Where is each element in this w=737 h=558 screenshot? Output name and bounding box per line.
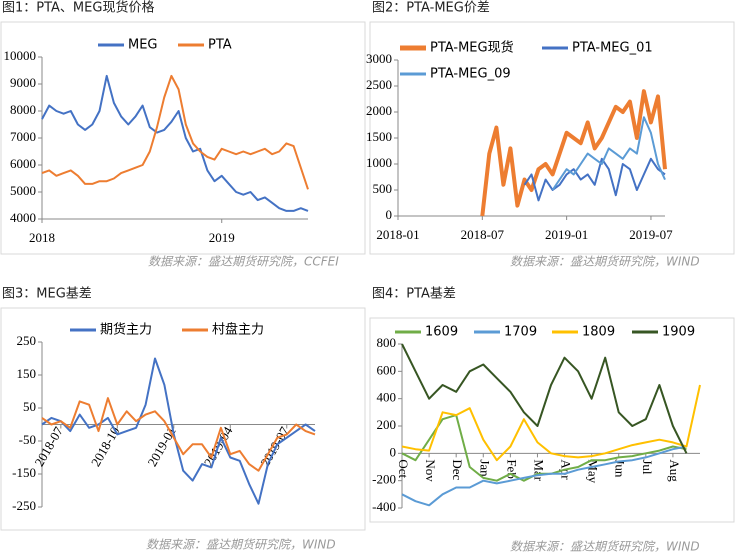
x-tick-label: 2019-07 — [629, 227, 673, 242]
x-tick-label: Jun — [613, 459, 628, 478]
y-tick-label: 6000 — [10, 156, 36, 171]
legend-label: 1809 — [582, 325, 615, 340]
x-tick-label: Oct — [396, 459, 411, 478]
source-note: 数据来源：盛达期货研究院，WIND — [510, 255, 700, 269]
y-tick-label: 2500 — [366, 77, 392, 92]
y-tick-label: -400 — [372, 499, 396, 514]
series-line — [551, 116, 666, 191]
source-note: 数据来源：盛达期货研究院，CCFEI — [148, 255, 339, 269]
chart-title: 图1：PTA、MEG现货价格 — [2, 0, 154, 16]
legend-label: MEG — [128, 38, 158, 53]
y-tick-label: -200 — [372, 472, 396, 487]
y-tick-label: 9000 — [10, 75, 36, 90]
y-tick-label: 10000 — [4, 48, 37, 63]
y-tick-label: 0 — [390, 444, 397, 459]
legend-label: PTA-MEG_01 — [572, 41, 653, 56]
y-tick-label: 400 — [377, 390, 397, 405]
y-tick-label: 7000 — [10, 129, 36, 144]
x-tick-label: Mar — [531, 459, 546, 481]
panel-frame — [0, 21, 366, 255]
panel-frame — [369, 21, 735, 255]
y-tick-label: 500 — [373, 181, 393, 196]
source-note: 数据来源：盛达期货研究院，WIND — [146, 538, 336, 552]
x-tick-label: 2018-01 — [376, 227, 419, 242]
series-line — [401, 343, 688, 454]
x-tick-label: 2018-07 — [461, 227, 505, 242]
x-tick-label: Dec — [450, 459, 465, 480]
series-line — [480, 89, 667, 217]
y-tick-label: 150 — [17, 366, 37, 381]
y-tick-label: 1000 — [366, 155, 392, 170]
series-line — [41, 74, 309, 212]
y-tick-label: 200 — [377, 417, 397, 432]
x-tick-label: 2018 — [29, 230, 55, 245]
y-tick-label: 50 — [23, 399, 36, 414]
y-tick-label: -250 — [12, 498, 36, 513]
x-tick-label: Jan — [477, 459, 492, 477]
panel-frame — [0, 307, 366, 531]
y-tick-label: 250 — [17, 333, 37, 348]
x-tick-label: 2019 — [209, 230, 235, 245]
legend-label: 1609 — [425, 325, 458, 340]
y-tick-label: 4000 — [10, 210, 36, 225]
series-line — [41, 74, 309, 190]
panel-frame — [369, 317, 735, 523]
y-tick-label: 1500 — [366, 129, 392, 144]
x-tick-label: Jul — [640, 459, 655, 475]
chart-title: 图3：MEG基差 — [2, 287, 92, 302]
x-tick-label: 2018-10 — [88, 424, 123, 469]
chart-title: 图4：PTA基差 — [372, 287, 456, 302]
legend-label: PTA-MEG_09 — [430, 67, 511, 82]
legend-label: 期货主力 — [100, 322, 152, 338]
y-tick-label: -150 — [12, 465, 36, 480]
y-tick-label: 600 — [377, 362, 397, 377]
series-line — [523, 157, 666, 202]
y-tick-label: 8000 — [10, 102, 36, 117]
y-tick-label: 800 — [377, 335, 397, 350]
y-tick-label: 3000 — [366, 51, 392, 66]
chart-title: 图2：PTA-MEG价差 — [372, 1, 490, 16]
y-tick-label: 0 — [386, 207, 393, 222]
series-line — [401, 445, 687, 507]
x-tick-label: Nov — [423, 459, 438, 482]
legend-label: 1909 — [662, 325, 695, 340]
x-tick-label: 2018-07 — [31, 424, 66, 469]
series-line — [41, 397, 316, 472]
series-line — [41, 357, 316, 505]
legend-label: PTA — [208, 38, 232, 53]
x-tick-label: Aug — [667, 459, 682, 482]
x-tick-label: 2019-01 — [545, 227, 588, 242]
y-tick-label: 5000 — [10, 183, 36, 198]
legend-label: 1709 — [504, 325, 537, 340]
legend-label: 村盘主力 — [212, 322, 264, 338]
series-line — [401, 384, 701, 462]
source-note: 数据来源：盛达期货研究院，WIND — [510, 540, 700, 554]
y-tick-label: -50 — [19, 432, 36, 447]
legend-label: PTA-MEG现货 — [430, 40, 514, 56]
y-tick-label: 2000 — [366, 103, 392, 118]
